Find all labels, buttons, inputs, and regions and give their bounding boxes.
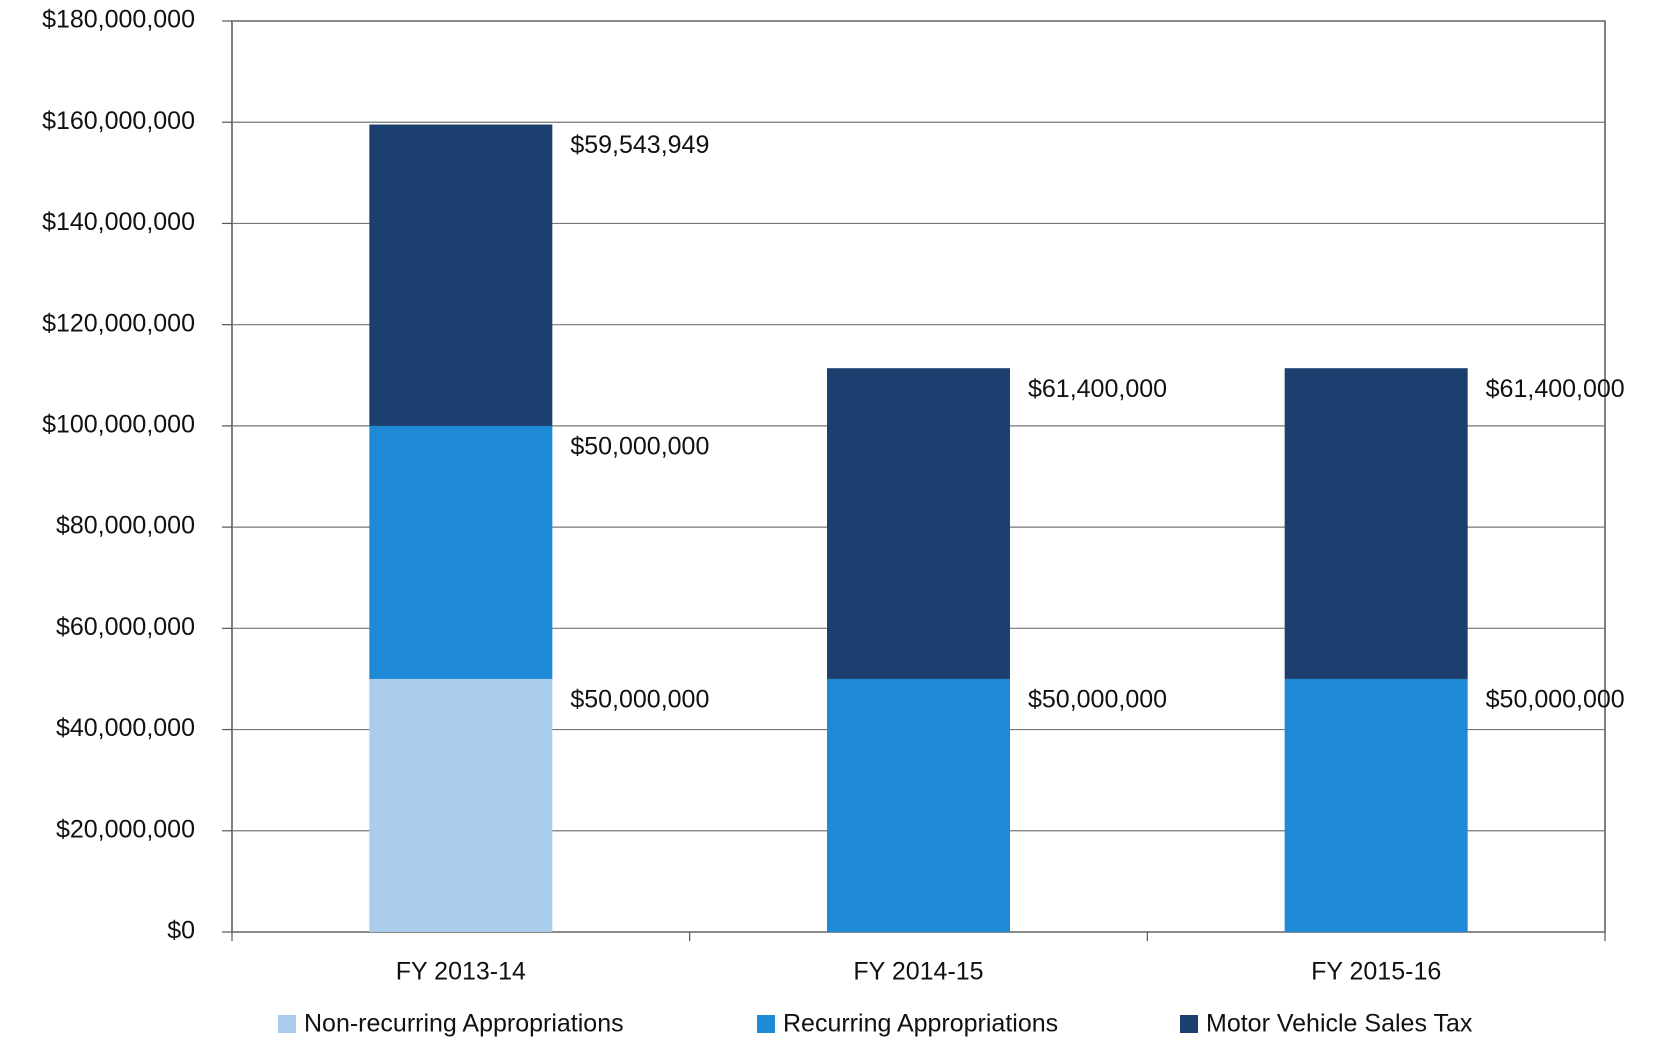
bar-segment (369, 678, 553, 932)
legend-label: Non-recurring Appropriations (304, 1010, 624, 1038)
bar-segment (1284, 368, 1468, 679)
legend-swatch (757, 1015, 775, 1033)
y-tick-label: $40,000,000 (56, 714, 195, 742)
bar-segment (827, 678, 1010, 932)
y-tick-label: $100,000,000 (42, 410, 195, 438)
legend-label: Motor Vehicle Sales Tax (1206, 1010, 1473, 1038)
y-tick-label: $160,000,000 (42, 107, 195, 135)
y-tick-label: $20,000,000 (56, 815, 195, 843)
y-tick-label: $0 (167, 917, 195, 945)
legend-swatch (278, 1015, 296, 1033)
x-tick-label: FY 2015-16 (1311, 958, 1441, 986)
data-label: $61,400,000 (1028, 375, 1167, 403)
data-label: $61,400,000 (1486, 375, 1625, 403)
data-label: $50,000,000 (570, 686, 709, 714)
bar-segment (827, 368, 1010, 679)
legend-swatch (1180, 1015, 1198, 1033)
bar-segment (1284, 678, 1468, 932)
data-label: $59,543,949 (570, 131, 709, 159)
y-tick-label: $60,000,000 (56, 613, 195, 641)
bar-segment (369, 425, 553, 679)
data-label: $50,000,000 (570, 432, 709, 460)
bar-segment (369, 124, 553, 426)
y-tick-label: $140,000,000 (42, 208, 195, 236)
y-tick-label: $120,000,000 (42, 309, 195, 337)
y-tick-label: $80,000,000 (56, 512, 195, 540)
x-tick-label: FY 2014-15 (853, 958, 983, 986)
data-label: $50,000,000 (1486, 686, 1625, 714)
y-tick-label: $180,000,000 (42, 6, 195, 34)
legend-label: Recurring Appropriations (783, 1010, 1058, 1038)
x-tick-label: FY 2013-14 (396, 958, 526, 986)
data-label: $50,000,000 (1028, 686, 1167, 714)
